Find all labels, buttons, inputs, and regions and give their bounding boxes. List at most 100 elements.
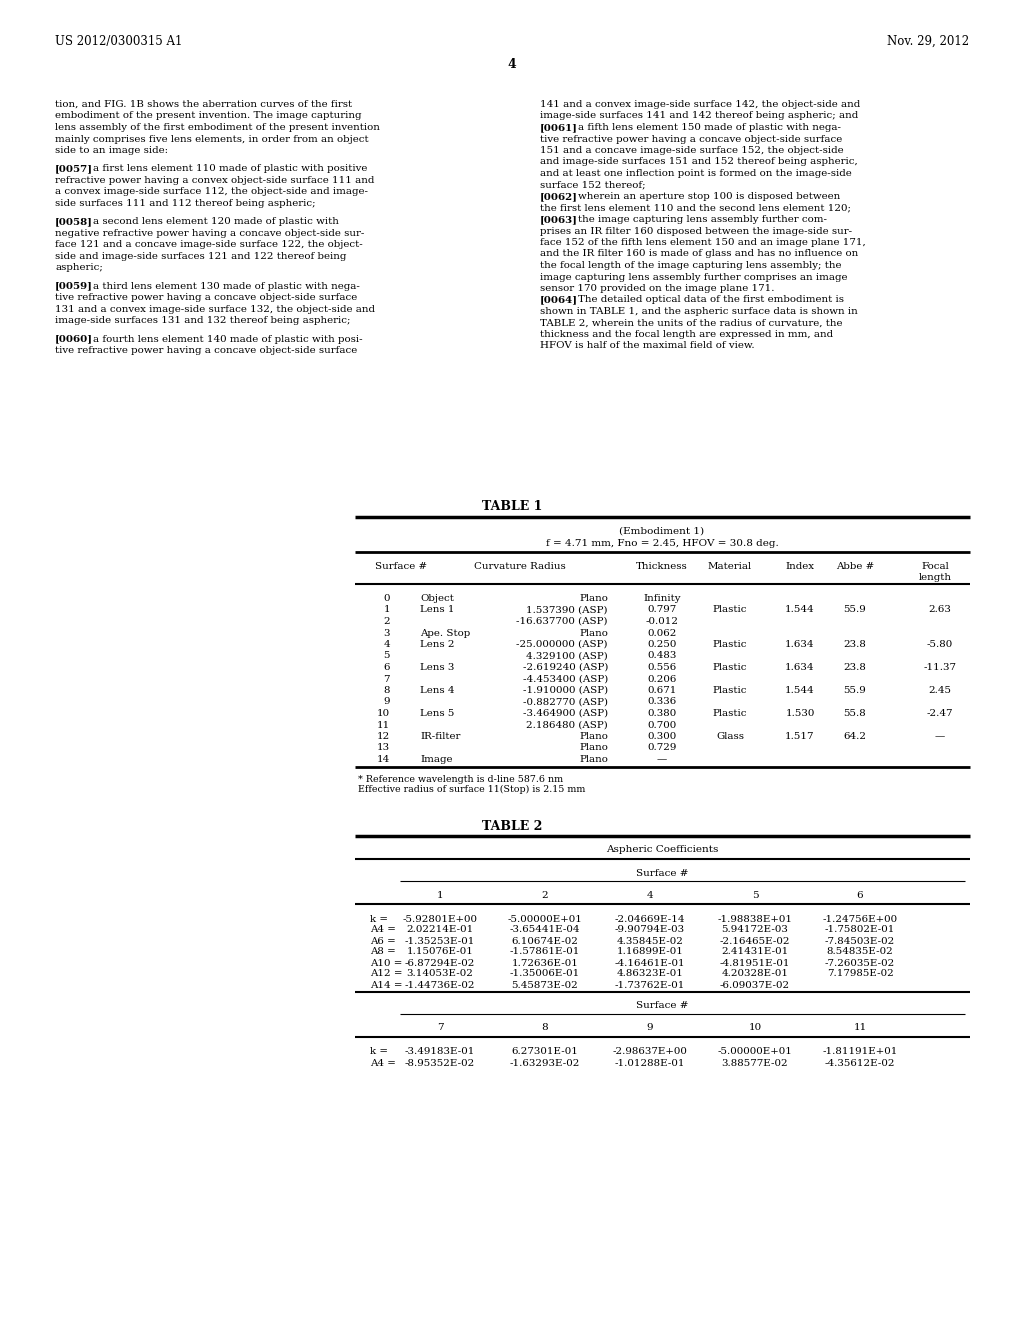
- Text: 23.8: 23.8: [844, 663, 866, 672]
- Text: Glass: Glass: [716, 733, 744, 741]
- Text: 2.02214E-01: 2.02214E-01: [407, 925, 474, 935]
- Text: -1.01288E-01: -1.01288E-01: [614, 1059, 685, 1068]
- Text: 9: 9: [384, 697, 390, 706]
- Text: -4.35612E-02: -4.35612E-02: [824, 1059, 895, 1068]
- Text: 14: 14: [377, 755, 390, 764]
- Text: -1.44736E-02: -1.44736E-02: [404, 981, 475, 990]
- Text: 23.8: 23.8: [844, 640, 866, 649]
- Text: Plano: Plano: [580, 743, 608, 752]
- Text: -2.98637E+00: -2.98637E+00: [612, 1048, 687, 1056]
- Text: 13: 13: [377, 743, 390, 752]
- Text: and the IR filter 160 is made of glass and has no influence on: and the IR filter 160 is made of glass a…: [540, 249, 858, 259]
- Text: 1.72636E-01: 1.72636E-01: [512, 958, 579, 968]
- Text: 10: 10: [377, 709, 390, 718]
- Text: 4.35845E-02: 4.35845E-02: [616, 936, 683, 945]
- Text: 0.300: 0.300: [647, 733, 677, 741]
- Text: * Reference wavelength is d-line 587.6 nm: * Reference wavelength is d-line 587.6 n…: [358, 775, 563, 784]
- Text: f = 4.71 mm, Fno = 2.45, HFOV = 30.8 deg.: f = 4.71 mm, Fno = 2.45, HFOV = 30.8 deg…: [546, 539, 778, 548]
- Text: 2.45: 2.45: [929, 686, 951, 696]
- Text: 0.700: 0.700: [647, 721, 677, 730]
- Text: a third lens element 130 made of plastic with nega-: a third lens element 130 made of plastic…: [80, 281, 359, 290]
- Text: 4: 4: [508, 58, 516, 71]
- Text: 1.634: 1.634: [785, 663, 815, 672]
- Text: thickness and the focal length are expressed in mm, and: thickness and the focal length are expre…: [540, 330, 834, 339]
- Text: image capturing lens assembly further comprises an image: image capturing lens assembly further co…: [540, 272, 848, 281]
- Text: [0062]: [0062]: [540, 191, 578, 201]
- Text: 0.671: 0.671: [647, 686, 677, 696]
- Text: tive refractive power having a concave object-side surface: tive refractive power having a concave o…: [55, 293, 357, 302]
- Text: 7: 7: [436, 1023, 443, 1032]
- Text: -0.882770 (ASP): -0.882770 (ASP): [523, 697, 608, 706]
- Text: -2.16465E-02: -2.16465E-02: [720, 936, 791, 945]
- Text: face 152 of the fifth lens element 150 and an image plane 171,: face 152 of the fifth lens element 150 a…: [540, 238, 865, 247]
- Text: 2: 2: [383, 616, 390, 626]
- Text: 1.544: 1.544: [785, 606, 815, 615]
- Text: 131 and a convex image-side surface 132, the object-side and: 131 and a convex image-side surface 132,…: [55, 305, 375, 314]
- Text: Lens 3: Lens 3: [420, 663, 455, 672]
- Text: tive refractive power having a concave object-side surface: tive refractive power having a concave o…: [540, 135, 843, 144]
- Text: -0.012: -0.012: [645, 616, 679, 626]
- Text: [0060]: [0060]: [55, 334, 93, 343]
- Text: 1.634: 1.634: [785, 640, 815, 649]
- Text: Focal: Focal: [922, 562, 949, 572]
- Text: -2.619240 (ASP): -2.619240 (ASP): [522, 663, 608, 672]
- Text: IR-filter: IR-filter: [420, 733, 461, 741]
- Text: and image-side surfaces 151 and 152 thereof being aspheric,: and image-side surfaces 151 and 152 ther…: [540, 157, 858, 166]
- Text: [0058]: [0058]: [55, 218, 93, 226]
- Text: Plastic: Plastic: [713, 686, 748, 696]
- Text: Plano: Plano: [580, 628, 608, 638]
- Text: tion, and FIG. 1B shows the aberration curves of the first: tion, and FIG. 1B shows the aberration c…: [55, 100, 352, 110]
- Text: 11: 11: [377, 721, 390, 730]
- Text: Plastic: Plastic: [713, 606, 748, 615]
- Text: Lens 2: Lens 2: [420, 640, 455, 649]
- Text: prises an IR filter 160 disposed between the image-side sur-: prises an IR filter 160 disposed between…: [540, 227, 852, 235]
- Text: Nov. 29, 2012: Nov. 29, 2012: [887, 36, 969, 48]
- Text: a second lens element 120 made of plastic with: a second lens element 120 made of plasti…: [80, 218, 339, 226]
- Text: and at least one inflection point is formed on the image-side: and at least one inflection point is for…: [540, 169, 852, 178]
- Text: 4.86323E-01: 4.86323E-01: [616, 969, 683, 978]
- Text: A6 =: A6 =: [370, 936, 395, 945]
- Text: Plano: Plano: [580, 755, 608, 764]
- Text: 0.336: 0.336: [647, 697, 677, 706]
- Text: lens assembly of the first embodiment of the present invention: lens assembly of the first embodiment of…: [55, 123, 380, 132]
- Text: 5.45873E-02: 5.45873E-02: [512, 981, 579, 990]
- Text: -1.75802E-01: -1.75802E-01: [824, 925, 895, 935]
- Text: -3.49183E-01: -3.49183E-01: [404, 1048, 475, 1056]
- Text: -2.04669E-14: -2.04669E-14: [614, 915, 685, 924]
- Text: Plano: Plano: [580, 733, 608, 741]
- Text: US 2012/0300315 A1: US 2012/0300315 A1: [55, 36, 182, 48]
- Text: -25.000000 (ASP): -25.000000 (ASP): [516, 640, 608, 649]
- Text: 8: 8: [542, 1023, 548, 1032]
- Text: Plastic: Plastic: [713, 663, 748, 672]
- Text: A14 =: A14 =: [370, 981, 402, 990]
- Text: -5.92801E+00: -5.92801E+00: [402, 915, 477, 924]
- Text: Infinity: Infinity: [643, 594, 681, 603]
- Text: side surfaces 111 and 112 thereof being aspheric;: side surfaces 111 and 112 thereof being …: [55, 199, 315, 209]
- Text: -7.26035E-02: -7.26035E-02: [825, 958, 895, 968]
- Text: 64.2: 64.2: [844, 733, 866, 741]
- Text: 3: 3: [384, 628, 390, 638]
- Text: 1.15076E-01: 1.15076E-01: [407, 948, 473, 957]
- Text: 12: 12: [377, 733, 390, 741]
- Text: -1.57861E-01: -1.57861E-01: [510, 948, 581, 957]
- Text: -1.35253E-01: -1.35253E-01: [404, 936, 475, 945]
- Text: face 121 and a concave image-side surface 122, the object-: face 121 and a concave image-side surfac…: [55, 240, 362, 249]
- Text: Thickness: Thickness: [636, 562, 688, 572]
- Text: 0.729: 0.729: [647, 743, 677, 752]
- Text: -6.87294E-02: -6.87294E-02: [404, 958, 475, 968]
- Text: tive refractive power having a concave object-side surface: tive refractive power having a concave o…: [55, 346, 357, 355]
- Text: side to an image side:: side to an image side:: [55, 147, 168, 154]
- Text: 151 and a concave image-side surface 152, the object-side: 151 and a concave image-side surface 152…: [540, 147, 844, 154]
- Text: 55.9: 55.9: [844, 686, 866, 696]
- Text: -5.80: -5.80: [927, 640, 953, 649]
- Text: Lens 1: Lens 1: [420, 606, 455, 615]
- Text: —: —: [656, 755, 667, 764]
- Text: 7.17985E-02: 7.17985E-02: [826, 969, 893, 978]
- Text: -1.35006E-01: -1.35006E-01: [510, 969, 581, 978]
- Text: 4: 4: [647, 891, 653, 899]
- Text: 0.380: 0.380: [647, 709, 677, 718]
- Text: Surface #: Surface #: [636, 1002, 688, 1011]
- Text: Abbe #: Abbe #: [836, 562, 874, 572]
- Text: HFOV is half of the maximal field of view.: HFOV is half of the maximal field of vie…: [540, 342, 755, 351]
- Text: Image: Image: [420, 755, 453, 764]
